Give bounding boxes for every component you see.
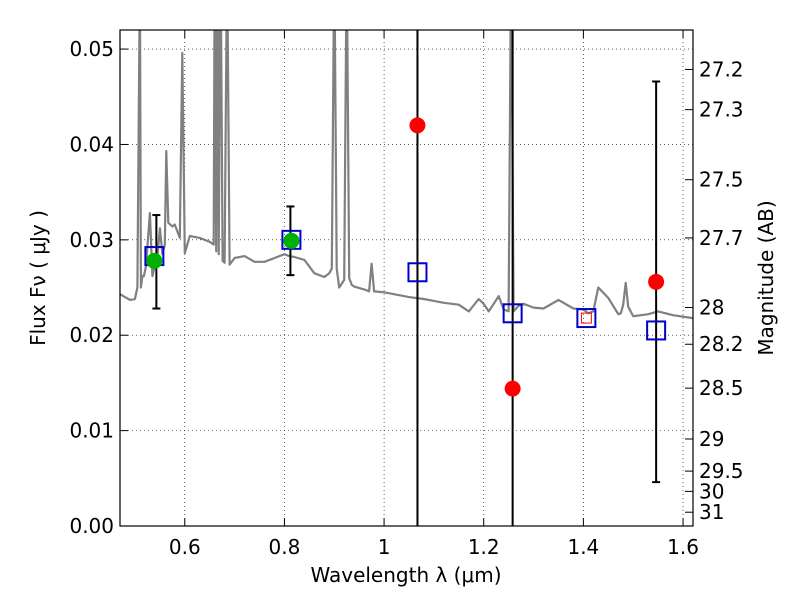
y-tick-label: 0.00 <box>69 514 114 538</box>
right-tick-label: 28.5 <box>699 376 744 400</box>
model-square-marker <box>407 262 428 283</box>
y-axis-title: Flux Fν ( μJy ) <box>26 210 50 346</box>
right-tick-label: 27.7 <box>699 226 744 250</box>
observed-point-marker <box>504 380 521 397</box>
observed-open-marker <box>580 312 592 324</box>
sed-spectrum-line <box>120 30 693 320</box>
y-tick-label: 0.03 <box>69 228 114 252</box>
model-square-marker <box>281 229 302 250</box>
right-tick-label: 28.2 <box>699 332 744 356</box>
y-tick-label: 0.02 <box>69 323 114 347</box>
right-tick-label: 27.3 <box>699 98 744 122</box>
model-square-marker <box>646 320 667 341</box>
x-tick-label: 1.2 <box>468 535 500 559</box>
right-axis-title: Magnitude (AB) <box>754 200 778 355</box>
model-square-marker <box>502 303 523 324</box>
y-tick-label: 0.04 <box>69 132 114 156</box>
x-tick-label: 1.6 <box>667 535 699 559</box>
model-square-marker <box>576 308 597 329</box>
x-tick-label: 1.4 <box>567 535 599 559</box>
right-tick-label: 28 <box>699 295 724 319</box>
right-tick-label: 30 <box>699 479 724 503</box>
optical-point-marker <box>283 232 300 249</box>
x-tick-label: 0.8 <box>269 535 301 559</box>
grid <box>120 30 693 527</box>
right-tick-label: 29 <box>699 427 724 451</box>
y-tick-label: 0.05 <box>69 37 114 61</box>
x-tick-label: 1 <box>378 535 391 559</box>
y-tick-label: 0.01 <box>69 419 114 443</box>
right-tick-label: 27.5 <box>699 168 744 192</box>
x-axis-title: Wavelength λ (μm) <box>310 563 501 587</box>
right-tick-label: 27.2 <box>699 57 744 81</box>
observed-point-marker <box>648 273 665 290</box>
x-tick-label: 0.6 <box>169 535 201 559</box>
plot-frame <box>119 29 694 527</box>
plot-area <box>120 30 693 526</box>
right-tick-label: 31 <box>699 500 724 524</box>
observed-point-marker <box>409 117 426 134</box>
optical-point-marker <box>146 252 163 269</box>
axes: 0.6 0.8 1 1.2 1.4 1.6 0.00 0.01 0.02 0.03 0.04 0.05… <box>69 30 744 559</box>
right-tick-label: 29.5 <box>699 459 744 483</box>
